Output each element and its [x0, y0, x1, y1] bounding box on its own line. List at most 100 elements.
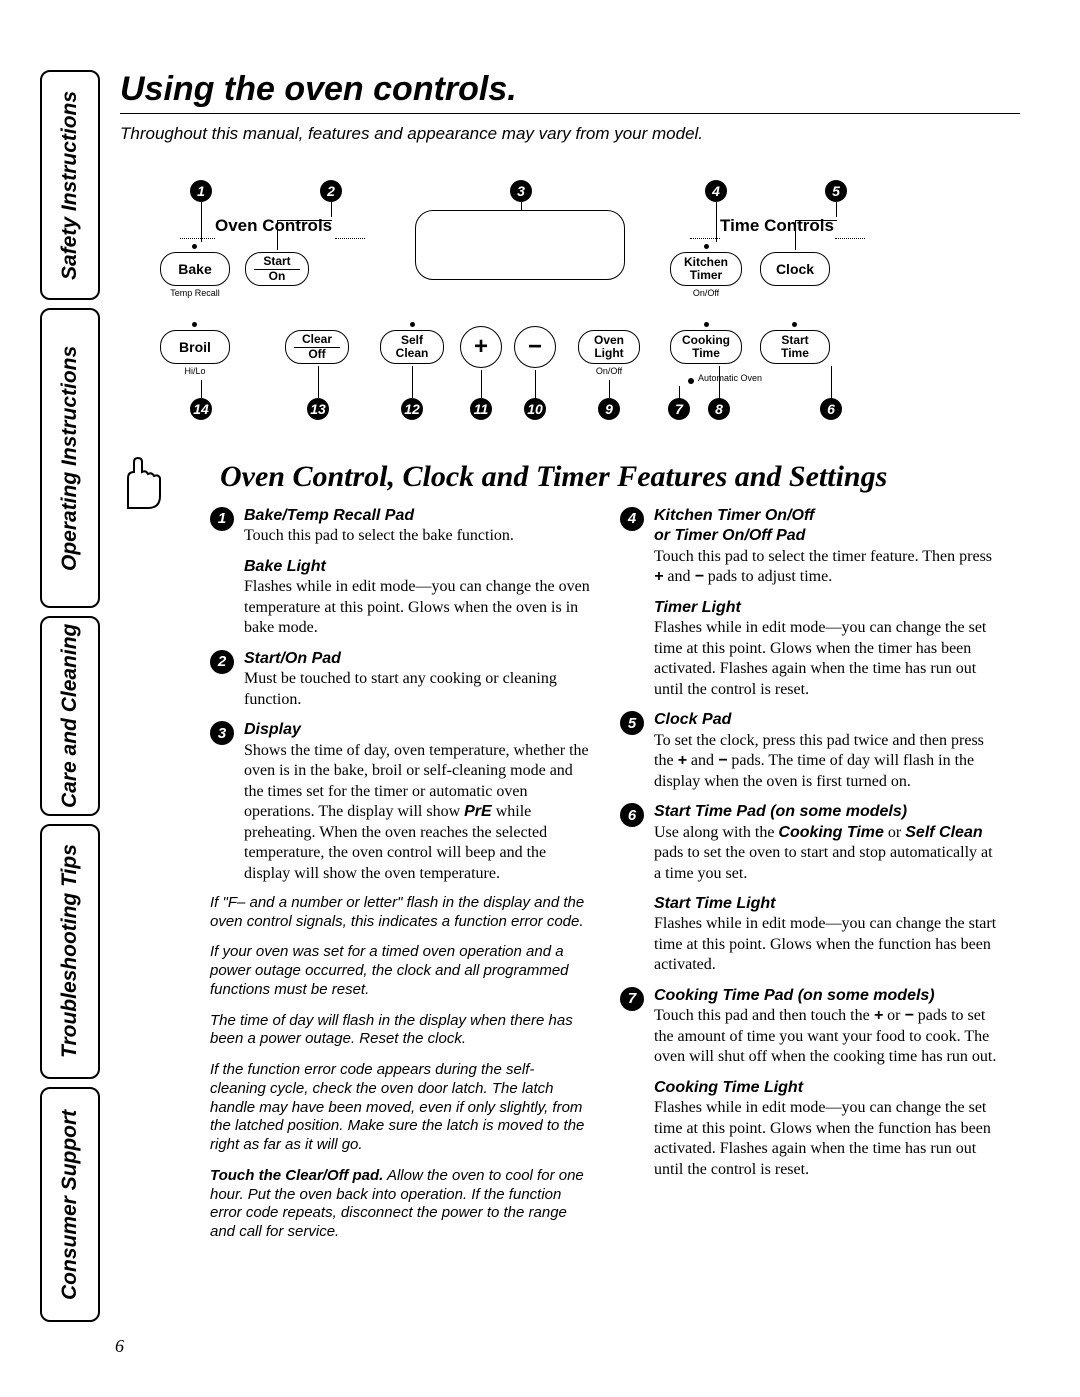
- callout-9: 9: [598, 398, 620, 420]
- callout-2: 2: [320, 180, 342, 202]
- indicator-dot: [704, 244, 709, 249]
- minus-pad: −: [514, 326, 556, 368]
- leader-line: [201, 202, 202, 242]
- sub-body: Flashes while in edit mode—you can chang…: [244, 578, 590, 636]
- label-oven-controls: Oven Controls: [215, 216, 332, 236]
- timer-label: Timer: [690, 269, 722, 282]
- start-label: Start: [263, 255, 290, 268]
- clean-label: Clean: [396, 347, 429, 360]
- item-body: Touch this pad and then touch the + or −…: [654, 1007, 996, 1065]
- item-body: To set the clock, press this pad twice a…: [654, 732, 984, 790]
- label-time-controls: Time Controls: [720, 216, 834, 236]
- dotted-line: [180, 238, 215, 239]
- auto-dot: [688, 378, 694, 384]
- item-body: Touch this pad to select the bake functi…: [244, 527, 514, 544]
- label-onoff: On/Off: [580, 366, 638, 376]
- on-label: On: [269, 270, 286, 283]
- callout-8: 8: [708, 398, 730, 420]
- leader-line: [795, 220, 837, 221]
- item-heading: Clock Pad: [654, 711, 731, 728]
- num-badge-3: 3: [210, 721, 234, 745]
- callout-11: 11: [470, 398, 492, 420]
- leader-line: [277, 220, 278, 250]
- clear-off-pad: Clear Off: [285, 330, 349, 364]
- item-heading: Start Time Pad (on some models): [654, 803, 907, 820]
- feature-item-6: 6 Start Time Pad (on some models) Use al…: [620, 802, 1000, 884]
- item-heading: Cooking Time Pad (on some models): [654, 987, 935, 1004]
- page-number: 6: [115, 1336, 124, 1357]
- feature-item-7: 7 Cooking Time Pad (on some models) Touc…: [620, 986, 1000, 1068]
- feature-item-1: 1 Bake/Temp Recall Pad Touch this pad to…: [210, 506, 590, 547]
- oven-light-pad: Oven Light: [578, 330, 640, 364]
- feature-item-5: 5 Clock Pad To set the clock, press this…: [620, 710, 1000, 792]
- clock-pad: Clock: [760, 252, 830, 286]
- broil-pad: Broil: [160, 330, 230, 364]
- intro-text: Throughout this manual, features and app…: [120, 124, 1020, 144]
- callout-5: 5: [825, 180, 847, 202]
- cooking-time-pad: Cooking Time: [670, 330, 742, 364]
- tab-care: Care and Cleaning: [40, 616, 100, 816]
- kitchen-timer-pad: Kitchen Timer: [670, 252, 742, 286]
- content-columns: 1 Bake/Temp Recall Pad Touch this pad to…: [210, 506, 1020, 1254]
- bake-label: Bake: [178, 262, 211, 277]
- time-label: Time: [692, 347, 720, 360]
- sub-heading: Cooking Time Light: [654, 1079, 803, 1096]
- sub-heading: Bake Light: [244, 558, 326, 575]
- num-badge-1: 1: [210, 507, 234, 531]
- left-column: 1 Bake/Temp Recall Pad Touch this pad to…: [210, 506, 590, 1254]
- leader-line: [679, 386, 680, 398]
- callout-10: 10: [524, 398, 546, 420]
- sub-item-timer-light: Timer Light Flashes while in edit mode—y…: [620, 598, 1000, 700]
- feature-item-2: 2 Start/On Pad Must be touched to start …: [210, 649, 590, 710]
- bake-pad: Bake: [160, 252, 230, 286]
- off-label: Off: [308, 348, 325, 361]
- callout-7: 7: [668, 398, 690, 420]
- hand-point-icon: [120, 456, 168, 510]
- clear-label: Clear: [302, 333, 332, 346]
- leader-line: [836, 202, 837, 217]
- tab-support: Consumer Support: [40, 1087, 100, 1322]
- leader-line: [521, 202, 522, 210]
- item-heading: Display: [244, 721, 301, 738]
- sub-item-bake-light: Bake Light Flashes while in edit mode—yo…: [210, 557, 590, 639]
- leader-line: [609, 380, 610, 398]
- dotted-line: [335, 238, 365, 239]
- sub-heading: Timer Light: [654, 599, 741, 616]
- side-tabs: Safety Instructions Operating Instructio…: [40, 70, 100, 1330]
- sub-body: Flashes while in edit mode—you can chang…: [654, 1099, 991, 1177]
- leader-line: [795, 220, 796, 250]
- label-automatic-oven: Automatic Oven: [698, 373, 808, 383]
- leader-line: [277, 220, 332, 221]
- callout-4: 4: [705, 180, 727, 202]
- leader-line: [831, 366, 832, 398]
- display-window: [415, 210, 625, 280]
- item-heading: Start/On Pad: [244, 650, 341, 667]
- leader-line: [201, 380, 202, 398]
- sub-item-cooking-time-light: Cooking Time Light Flashes while in edit…: [620, 1078, 1000, 1180]
- label-hilo: Hi/Lo: [160, 366, 230, 376]
- num-badge-5: 5: [620, 711, 644, 735]
- right-column: 4 Kitchen Timer On/Off or Timer On/Off P…: [620, 506, 1000, 1254]
- section-title: Oven Control, Clock and Timer Features a…: [220, 460, 1020, 494]
- item-body: Shows the time of day, oven temperature,…: [244, 742, 589, 882]
- sub-body: Flashes while in edit mode—you can chang…: [654, 915, 996, 973]
- note-text: If your oven was set for a timed oven op…: [210, 943, 590, 999]
- manual-page: Safety Instructions Operating Instructio…: [0, 0, 1080, 1397]
- indicator-dot: [410, 322, 415, 327]
- tab-operating: Operating Instructions: [40, 308, 100, 608]
- start-time-pad: Start Time: [760, 330, 830, 364]
- leader-line: [719, 366, 720, 398]
- callout-13: 13: [307, 398, 329, 420]
- page-title: Using the oven controls.: [120, 70, 1020, 114]
- item-heading: Bake/Temp Recall Pad: [244, 507, 414, 524]
- feature-item-3: 3 Display Shows the time of day, oven te…: [210, 720, 590, 884]
- indicator-dot: [792, 322, 797, 327]
- self-clean-pad: Self Clean: [380, 330, 444, 364]
- indicator-dot: [192, 244, 197, 249]
- leader-line: [318, 366, 319, 398]
- note-text: If the function error code appears durin…: [210, 1061, 590, 1155]
- broil-label: Broil: [179, 340, 211, 355]
- callout-14: 14: [190, 398, 212, 420]
- clock-label: Clock: [776, 262, 814, 277]
- leader-line: [412, 366, 413, 398]
